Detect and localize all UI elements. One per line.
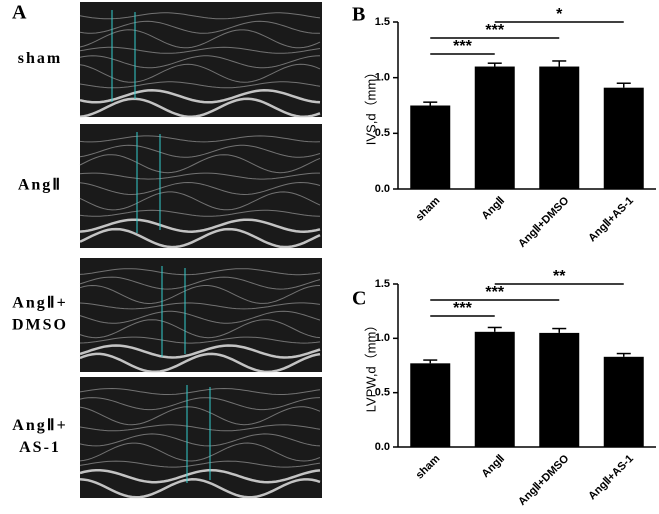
row-label: AS-1 [19,439,61,456]
echo-image [80,377,322,498]
x-tick-label: sham [414,453,443,482]
bar [539,332,580,447]
echo-trace [79,433,321,447]
echo-trace [79,46,321,54]
echo-trace [79,344,321,359]
bar [603,356,644,447]
echo-trace [79,191,321,211]
y-tick-label: 0.0 [375,441,390,453]
bar [474,66,515,189]
echo-trace [79,397,321,411]
significance-label: *** [453,38,472,55]
row-label: sham [18,50,62,67]
echo-trace [79,135,321,143]
panel-label: B [352,4,365,26]
row-label: AngⅡ [18,177,62,194]
echo-trace [79,209,321,217]
echo-trace [79,172,320,180]
echo-trace [79,406,321,426]
row-label: AngⅡ+ [12,295,67,312]
echo-trace [79,478,321,499]
y-axis-label: IVS,d（mm） [363,66,378,145]
row-label: AngⅡ+ [12,417,67,434]
echo-trace [79,336,321,344]
echo-trace [79,81,321,89]
echo-trace [79,144,321,158]
y-tick-label: 1.5 [375,16,390,28]
echo-trace [79,227,321,249]
y-axis-label: LVPW,d（mm） [363,319,378,413]
echo-trace [79,387,321,395]
echo-trace [79,302,321,310]
bar [410,105,451,189]
echo-trace [79,29,321,49]
echo-trace [79,268,321,276]
x-tick-label: AngⅡ [479,195,506,222]
echo-trace [79,310,321,324]
echo-trace [79,352,321,374]
y-tick-label: 0.5 [375,387,390,399]
x-tick-label: AngⅡ+DMSO [516,194,572,250]
echo-trace [79,468,321,484]
echo-trace [79,63,321,83]
y-tick-label: 1.5 [375,278,390,290]
bar [410,363,451,447]
bar [474,331,515,447]
x-tick-label: AngⅡ+AS-1 [586,195,636,245]
echo-trace [79,460,321,468]
significance-label: *** [453,300,472,317]
x-tick-label: AngⅡ [479,453,506,480]
y-tick-label: 0.0 [375,183,390,195]
significance-label: *** [485,284,504,301]
row-label: DMSO [12,317,68,334]
x-tick-label: sham [414,195,443,224]
significance-label: *** [485,22,504,39]
y-tick-label: 1.0 [375,72,390,84]
bar [539,66,580,189]
echo-trace [79,424,321,432]
echo-trace [79,12,321,20]
echo-image [80,258,322,372]
significance-label: * [556,6,563,23]
echo-trace [79,442,321,462]
echo-trace [79,55,321,69]
y-tick-label: 0.5 [375,127,390,139]
echo-trace [79,97,321,119]
echo-trace [79,284,321,305]
bar [603,87,644,189]
significance-label: ** [553,268,566,285]
echo-trace [79,276,321,290]
echo-trace [79,89,321,104]
x-tick-label: AngⅡ+DMSO [516,452,572,508]
echo-trace [79,319,321,339]
y-tick-label: 1.0 [375,332,390,344]
x-tick-label: AngⅡ+AS-1 [586,453,636,503]
panel-label: A [12,2,27,24]
panel-label: C [352,288,366,310]
echo-trace [79,20,321,34]
echo-trace [79,181,321,196]
echo-trace [79,218,321,233]
echo-trace [79,154,321,174]
